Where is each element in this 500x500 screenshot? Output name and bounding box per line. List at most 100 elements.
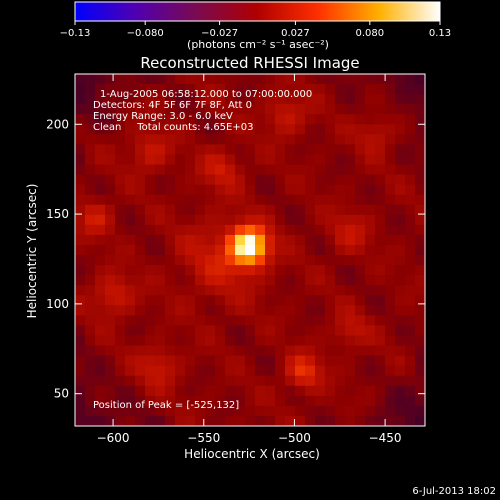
heatmap-cell (415, 94, 425, 105)
heatmap-cell (365, 114, 376, 125)
heatmap-cell (405, 184, 416, 196)
heatmap-cell (85, 385, 96, 397)
annotation-detectors: Detectors: 4F 5F 6F 7F 8F, Att 0 (93, 100, 252, 111)
heatmap-cell (105, 184, 116, 196)
heatmap-cell (195, 224, 206, 236)
heatmap-cell (385, 355, 396, 367)
heatmap-cell (125, 154, 136, 166)
heatmap-cell (405, 174, 416, 186)
heatmap-cell (95, 244, 106, 256)
heatmap-cell (365, 74, 376, 85)
heatmap-cell (395, 124, 406, 135)
heatmap-cell (405, 305, 416, 316)
heatmap-cell (195, 385, 206, 397)
heatmap-cell (105, 174, 116, 186)
heatmap-cell (365, 244, 376, 256)
heatmap-cell (95, 365, 106, 377)
heatmap-cell (185, 255, 196, 266)
heatmap-cell (165, 275, 176, 286)
heatmap-cell (265, 134, 276, 145)
heatmap-cell (335, 415, 346, 426)
heatmap-cell (165, 214, 176, 226)
heatmap-cell (295, 345, 306, 357)
heatmap-cell (385, 174, 396, 186)
heatmap-cell (195, 234, 206, 246)
heatmap-cell (395, 355, 406, 367)
heatmap-cell (395, 104, 406, 115)
heatmap-cell (305, 315, 316, 327)
heatmap-cell (105, 305, 116, 316)
heatmap-cell (75, 114, 86, 125)
heatmap-cell (375, 415, 386, 426)
heatmap-cell (125, 224, 136, 236)
heatmap-cell (145, 94, 156, 105)
heatmap-cell (345, 275, 356, 286)
heatmap-cell (345, 315, 356, 327)
heatmap-cell (165, 174, 176, 186)
heatmap-cell (215, 325, 226, 337)
heatmap-cell (145, 194, 156, 206)
heatmap-cell (415, 405, 425, 417)
heatmap-cell (225, 94, 236, 105)
heatmap-cell (205, 154, 216, 166)
heatmap-cell (125, 345, 136, 357)
heatmap-cell (75, 355, 86, 367)
heatmap-cell (375, 134, 386, 145)
heatmap-cell (375, 224, 386, 236)
heatmap-cell (95, 224, 106, 236)
heatmap-cell (265, 104, 276, 115)
heatmap-cell (225, 244, 236, 256)
heatmap-cell (375, 124, 386, 135)
heatmap-cell (395, 315, 406, 327)
heatmap-cell (265, 114, 276, 125)
heatmap-cell (135, 325, 146, 337)
heatmap-cell (265, 275, 276, 286)
heatmap-cell (345, 134, 356, 145)
heatmap-cell (335, 405, 346, 417)
plot-frame (74, 73, 426, 427)
heatmap-cell (375, 405, 386, 417)
heatmap-cell (75, 124, 86, 135)
heatmap-cell (185, 104, 196, 115)
heatmap-cell (135, 214, 146, 226)
heatmap-cell (345, 265, 356, 276)
heatmap-cell (85, 375, 96, 387)
heatmap-cell (295, 385, 306, 397)
heatmap-cell (145, 345, 156, 357)
heatmap-cell (355, 275, 366, 286)
heatmap-cell (255, 114, 266, 125)
heatmap-cell (205, 134, 216, 145)
heatmap-cell (205, 365, 216, 377)
heatmap-cell (95, 164, 106, 176)
heatmap-cell (395, 295, 406, 306)
heatmap-cell (105, 154, 116, 166)
heatmap-cell (345, 285, 356, 296)
heatmap-cell (245, 124, 256, 135)
heatmap-cell (175, 94, 186, 105)
heatmap-cell (325, 244, 336, 256)
heatmap-cell (95, 214, 106, 226)
heatmap-cell (375, 144, 386, 156)
heatmap-cell (195, 154, 206, 166)
heatmap-cell (285, 275, 296, 286)
heatmap-cell (145, 154, 156, 166)
heatmap-cell (345, 74, 356, 85)
heatmap-cell (215, 275, 226, 286)
heatmap-cell (405, 355, 416, 367)
heatmap-cell (285, 325, 296, 337)
heatmap-cell (375, 295, 386, 306)
heatmap-cell (165, 154, 176, 166)
heatmap-cell (265, 94, 276, 105)
heatmap-cell (405, 224, 416, 236)
heatmap-cell (115, 325, 126, 337)
heatmap-cell (135, 405, 146, 417)
heatmap-cell (215, 395, 226, 407)
heatmap-cell (235, 114, 246, 125)
heatmap-cell (75, 84, 86, 95)
heatmap-cell (155, 255, 166, 266)
heatmap-cell (125, 94, 136, 105)
heatmap-cell (415, 154, 425, 166)
heatmap-cell (125, 315, 136, 327)
heatmap-cell (295, 234, 306, 246)
colorbar-ticks: −0.13 −0.080 −0.027 0.027 0.080 0.13 (60, 21, 451, 39)
